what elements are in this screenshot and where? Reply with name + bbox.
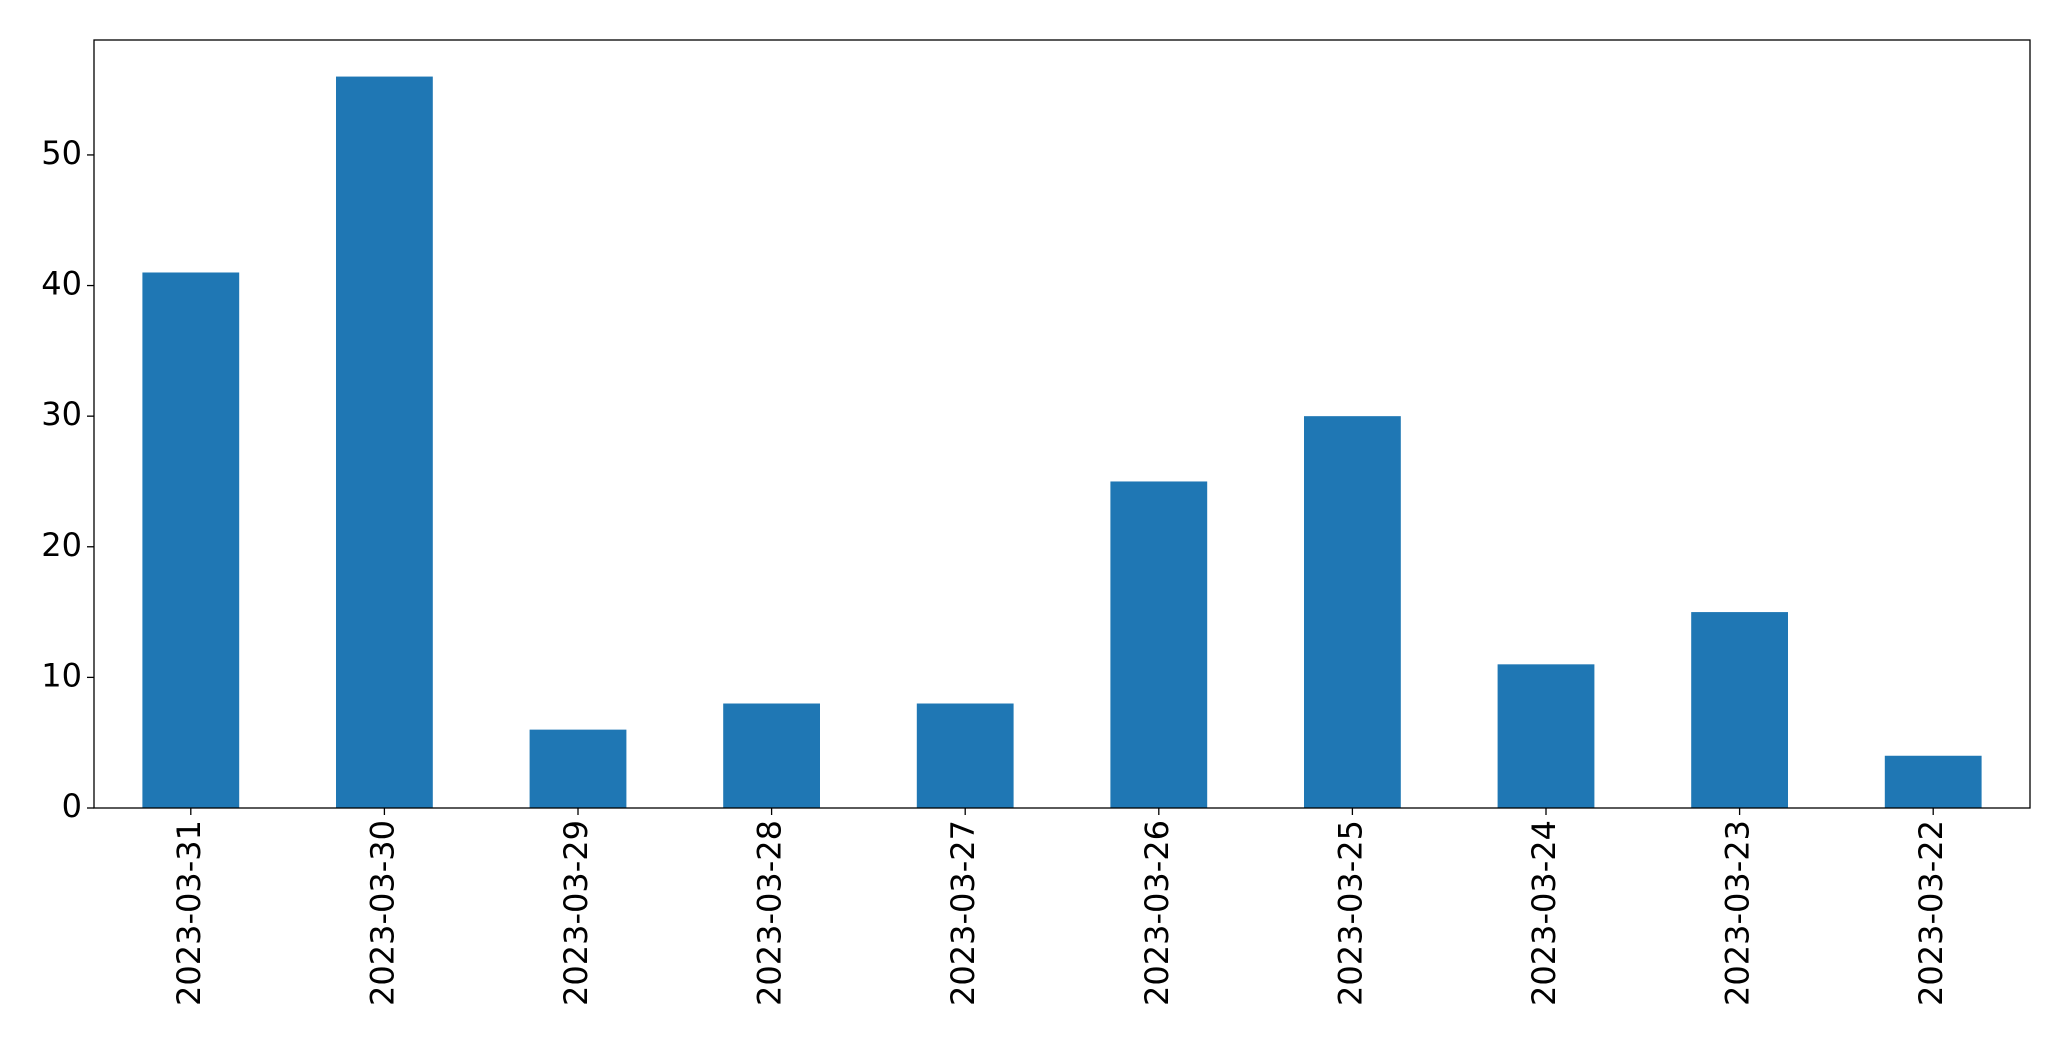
bar — [142, 272, 240, 808]
y-tick-label: 30 — [41, 395, 82, 433]
x-tick-label: 2023-03-30 — [363, 820, 401, 1006]
x-tick-label: 2023-03-24 — [1525, 820, 1563, 1006]
y-tick-label: 0 — [62, 787, 82, 825]
bar — [1691, 612, 1788, 808]
bar — [336, 76, 433, 809]
x-tick-label: 2023-03-22 — [1912, 820, 1950, 1006]
bar — [1110, 481, 1208, 808]
x-tick-label: 2023-03-27 — [944, 820, 982, 1006]
x-tick-label: 2023-03-23 — [1719, 820, 1757, 1006]
bar — [1884, 755, 1982, 808]
bar — [1304, 416, 1401, 808]
x-tick-label: 2023-03-25 — [1331, 820, 1369, 1006]
x-tick-label: 2023-03-31 — [170, 820, 208, 1006]
x-tick-label: 2023-03-26 — [1138, 820, 1176, 1006]
x-tick-label: 2023-03-28 — [751, 820, 789, 1006]
bar — [723, 703, 820, 808]
bar — [916, 703, 1014, 808]
plot-frame — [93, 39, 2031, 809]
y-tick-label: 10 — [41, 656, 82, 694]
y-tick-label: 40 — [41, 265, 82, 303]
bar — [529, 729, 627, 808]
bar — [1497, 664, 1595, 808]
y-tick-label: 20 — [41, 526, 82, 564]
y-tick-label: 50 — [41, 134, 82, 172]
x-tick-label: 2023-03-29 — [557, 820, 595, 1006]
